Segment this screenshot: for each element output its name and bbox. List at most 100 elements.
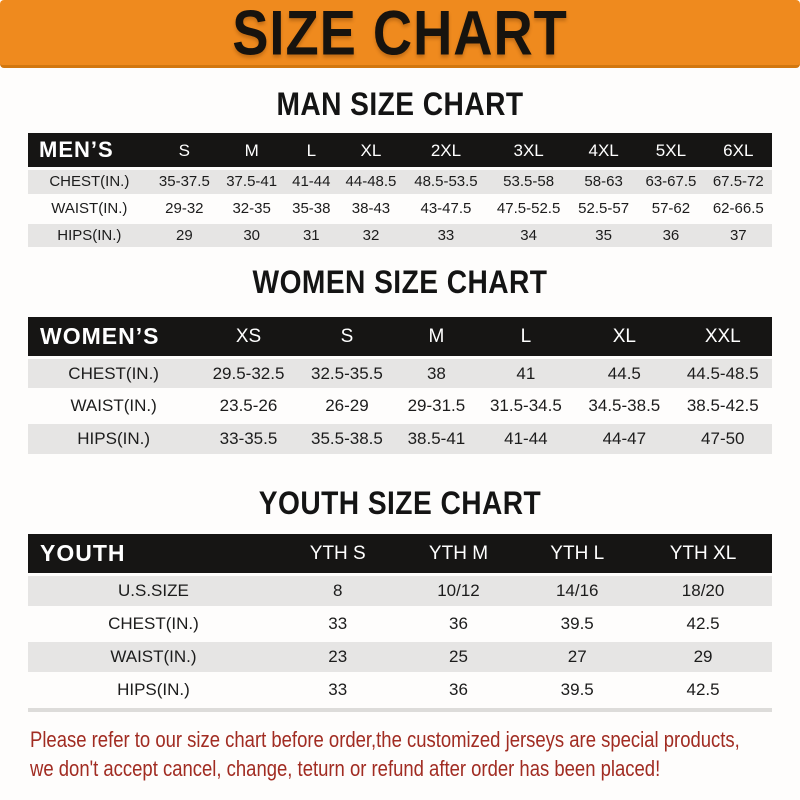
measurement-row: CHEST(IN.) 35-37.5 37.5-41 41-44 44-48.5 48.5… bbox=[28, 170, 772, 194]
size-column-header: 5XL bbox=[637, 133, 705, 168]
size-value-cell: 41-44 bbox=[292, 173, 331, 191]
size-value-cell: 48.5-53.5 bbox=[414, 173, 478, 191]
row-label: WAIST(IN.) bbox=[110, 647, 197, 667]
footer-line1: Please refer to our size chart before or… bbox=[30, 726, 740, 752]
size-column-header: XL bbox=[575, 316, 674, 356]
size-value-cell: 10/12 bbox=[437, 581, 480, 601]
size-value-cell: 29 bbox=[176, 226, 193, 244]
size-column-header: YTH XL bbox=[634, 534, 772, 574]
size-value-cell: 26-29 bbox=[325, 396, 369, 416]
size-value-cell: 32.5-35.5 bbox=[311, 363, 383, 383]
size-column-header: M bbox=[218, 133, 286, 168]
size-column-header: YTH M bbox=[396, 534, 521, 574]
size-value-cell: 38-43 bbox=[351, 199, 391, 217]
size-value-cell: 33-35.5 bbox=[219, 429, 278, 449]
youth-size-table: YOUTH YTH S YTH M YTH L YTH XL U.S.SIZE 8 10/1… bbox=[28, 531, 772, 712]
table-group-label: MEN’S bbox=[28, 133, 151, 168]
size-value-cell: 36 bbox=[449, 679, 468, 699]
size-column-header: XL bbox=[337, 133, 405, 168]
size-column-header: YTH S bbox=[278, 534, 397, 574]
size-value-cell: 23.5-26 bbox=[219, 396, 278, 416]
footer-note: Please refer to our size chart before or… bbox=[30, 725, 740, 783]
row-label: CHEST(IN.) bbox=[108, 614, 199, 634]
size-column-header: L bbox=[285, 133, 338, 168]
measurement-row: HIPS(IN.) 33-35.5 35.5-38.5 38.5-41 41-44 44-… bbox=[28, 424, 772, 455]
size-value-cell: 32-35 bbox=[232, 199, 271, 217]
size-value-cell: 47-50 bbox=[701, 429, 745, 449]
size-value-cell: 30 bbox=[243, 226, 260, 244]
size-value-cell: 32 bbox=[362, 226, 380, 244]
size-value-cell: 18/20 bbox=[681, 581, 725, 601]
size-value-cell: 31.5-34.5 bbox=[489, 396, 562, 416]
mens-section: MAN SIZE CHART MEN’S S M L XL 2XL 3XL 4XL 5XL 6XL… bbox=[0, 86, 800, 250]
size-value-cell: 35-38 bbox=[292, 199, 331, 217]
row-label: WAIST(IN.) bbox=[70, 396, 157, 416]
row-label: U.S.SIZE bbox=[118, 581, 189, 601]
size-value-cell: 33 bbox=[437, 226, 455, 244]
size-column-header: 2XL bbox=[404, 133, 488, 168]
measurement-row: WAIST(IN.) 23.5-26 26-29 29-31.5 31.5-34.5 34… bbox=[28, 391, 772, 421]
table-group-label: YOUTH bbox=[28, 534, 279, 574]
size-value-cell: 25 bbox=[449, 647, 468, 667]
measurement-row: CHEST(IN.) 33 36 39.5 42.5 bbox=[28, 609, 772, 639]
size-column-header: XXL bbox=[673, 316, 772, 356]
size-value-cell: 41-44 bbox=[504, 429, 548, 449]
row-label: HIPS(IN.) bbox=[117, 679, 190, 699]
size-value-cell: 14/16 bbox=[555, 581, 599, 601]
size-column-header: L bbox=[476, 316, 576, 356]
size-value-cell: 23 bbox=[328, 647, 348, 667]
size-value-cell: 33 bbox=[328, 614, 348, 634]
table-body: CHEST(IN.) 29.5-32.5 32.5-35.5 38 41 44.5 44.5… bbox=[28, 358, 772, 455]
size-value-cell: 34 bbox=[520, 226, 537, 244]
row-label: CHEST(IN.) bbox=[68, 363, 159, 383]
row-label: HIPS(IN.) bbox=[77, 429, 150, 449]
size-value-cell: 42.5 bbox=[686, 679, 720, 699]
table-header-row: WOMEN’S XS S M L XL XXL bbox=[28, 316, 772, 356]
section-title: YOUTH SIZE CHART bbox=[258, 485, 542, 522]
size-value-cell: 29-31.5 bbox=[407, 396, 466, 416]
size-value-cell: 38.5-42.5 bbox=[686, 396, 759, 416]
size-value-cell: 27 bbox=[567, 647, 587, 667]
size-column-header: M bbox=[396, 316, 477, 356]
size-value-cell: 39.5 bbox=[560, 614, 594, 634]
size-value-cell: 67.5-72 bbox=[712, 173, 764, 191]
size-value-cell: 38 bbox=[426, 363, 446, 383]
size-value-cell: 44.5-48.5 bbox=[686, 363, 759, 383]
measurement-row: HIPS(IN.) 29 30 31 32 33 34 35 36 37 bbox=[28, 223, 772, 248]
size-value-cell: 29-32 bbox=[165, 199, 204, 217]
size-value-cell: 35 bbox=[595, 226, 612, 244]
size-column-header: 3XL bbox=[487, 133, 570, 168]
row-label: CHEST(IN.) bbox=[49, 173, 130, 191]
size-value-cell: 37.5-41 bbox=[226, 173, 278, 191]
size-value-cell: 29.5-32.5 bbox=[212, 363, 285, 383]
measurement-row: WAIST(IN.) 23 25 27 29 bbox=[28, 642, 772, 672]
womens-size-table: WOMEN’S XS S M L XL XXL CHEST(IN.) 29.5-32.5 32.… bbox=[28, 314, 772, 458]
row-label: WAIST(IN.) bbox=[51, 199, 128, 217]
row-label: HIPS(IN.) bbox=[57, 226, 122, 244]
size-column-header: 6XL bbox=[704, 133, 772, 168]
womens-section: WOMEN SIZE CHART WOMEN’S XS S M L XL XXL CHEST… bbox=[0, 265, 800, 457]
measurement-row: CHEST(IN.) 29.5-32.5 32.5-35.5 38 41 44.5 44.5… bbox=[28, 358, 772, 389]
size-value-cell: 41 bbox=[516, 363, 536, 383]
size-value-cell: 39.5 bbox=[560, 679, 594, 699]
table-group-label: WOMEN’S bbox=[28, 316, 200, 356]
size-value-cell: 35-37.5 bbox=[158, 173, 210, 191]
table-header-row: YOUTH YTH S YTH M YTH L YTH XL bbox=[28, 534, 772, 574]
measurement-row: U.S.SIZE 8 10/12 14/16 18/20 bbox=[28, 576, 772, 607]
section-title: WOMEN SIZE CHART bbox=[252, 264, 548, 301]
size-value-cell: 36 bbox=[662, 226, 680, 244]
sections: MAN SIZE CHART MEN’S S M L XL 2XL 3XL 4XL 5XL 6XL… bbox=[0, 86, 800, 712]
size-column-header: YTH L bbox=[520, 534, 635, 574]
size-value-cell: 35.5-38.5 bbox=[311, 429, 383, 449]
size-value-cell: 42.5 bbox=[686, 614, 720, 634]
size-column-header: XS bbox=[199, 316, 298, 356]
size-column-header: S bbox=[297, 316, 397, 356]
section-title: MAN SIZE CHART bbox=[276, 86, 524, 122]
measurement-row: HIPS(IN.) 33 36 39.5 42.5 bbox=[28, 675, 772, 705]
size-value-cell: 8 bbox=[333, 581, 343, 601]
size-value-cell: 62-66.5 bbox=[712, 199, 764, 217]
size-column-header: S bbox=[150, 133, 218, 168]
table-body: CHEST(IN.) 35-37.5 37.5-41 41-44 44-48.5 48.5… bbox=[28, 170, 772, 248]
size-value-cell: 57-62 bbox=[651, 199, 691, 217]
measurement-row: WAIST(IN.) 29-32 32-35 35-38 38-43 43-47.5 47.… bbox=[28, 197, 772, 221]
